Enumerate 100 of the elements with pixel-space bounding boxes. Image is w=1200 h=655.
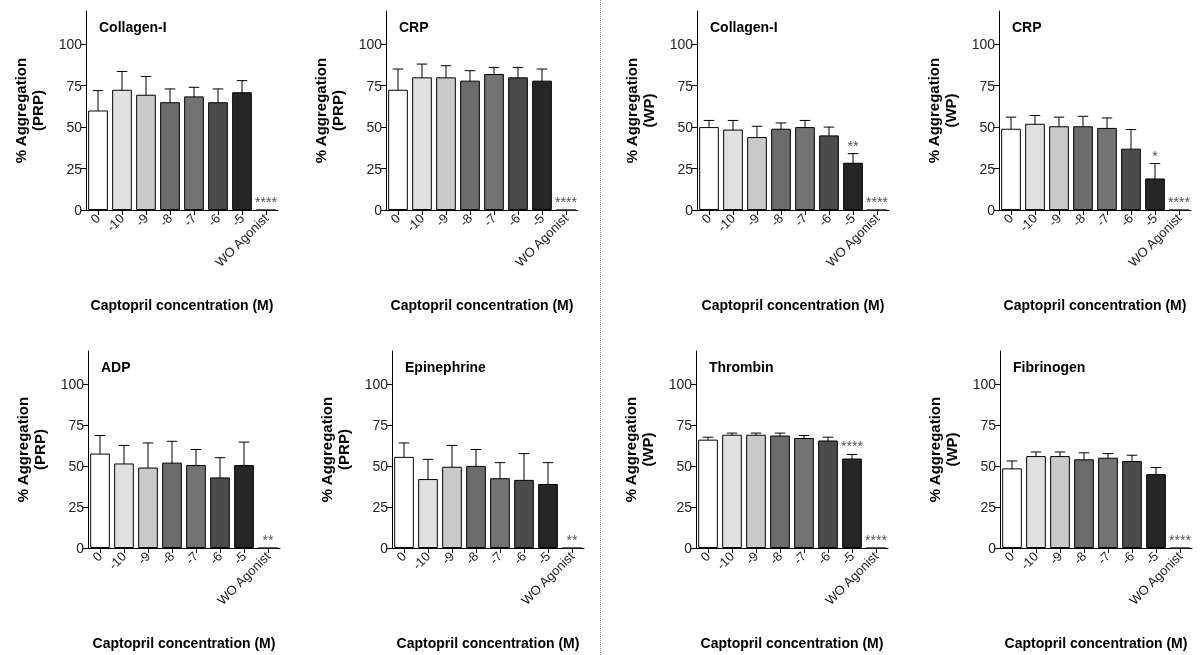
x-tick-label: -8 xyxy=(767,210,787,230)
x-tick-label: -10 xyxy=(409,548,434,573)
text: CRP xyxy=(1012,19,1042,35)
y-tick-label: 75 xyxy=(979,77,996,94)
annotation: **** xyxy=(255,194,278,210)
text: Collagen-I xyxy=(710,19,778,35)
x-tick-label: -9 xyxy=(743,210,763,230)
x-tick-label: -10 xyxy=(714,210,739,235)
x-axis-title: Captopril concentration (M) xyxy=(700,635,884,651)
y-tick-label: 50 xyxy=(68,457,85,474)
x-tick-label: -7 xyxy=(791,210,811,230)
x-tick-label: -8 xyxy=(158,548,178,568)
y-tick-label: 75 xyxy=(980,416,997,433)
y-tick-label: 75 xyxy=(366,77,383,94)
x-tick-label: -6 xyxy=(510,548,530,568)
x-axis-title: Captopril concentration (M) xyxy=(396,635,580,651)
y-tick-label: 50 xyxy=(676,457,693,474)
x-tick-label: -6 xyxy=(814,548,834,568)
x-tick-label: -6 xyxy=(1118,548,1138,568)
text: CRP xyxy=(399,19,429,35)
x-axis-title: Captopril concentration (M) xyxy=(92,635,276,651)
x-tick-label: -9 xyxy=(132,210,152,230)
text: ADP xyxy=(101,359,131,375)
y-tick-label: 25 xyxy=(66,160,83,177)
y-tick-label: 100 xyxy=(364,375,389,392)
x-tick-label: -10 xyxy=(105,548,130,573)
y-tick-label: 100 xyxy=(669,36,694,53)
x-tick-label: -6 xyxy=(815,210,835,230)
x-axis-title: Captopril concentration (M) xyxy=(1004,635,1188,651)
y-axis-title: % Aggregation (WP) xyxy=(623,57,657,164)
y-axis-title: % Aggregation (WP) xyxy=(926,396,960,503)
y-tick-label: 50 xyxy=(66,119,83,136)
x-tick-label: 0 xyxy=(698,210,715,227)
y-tick-label: 50 xyxy=(372,457,389,474)
y-tick-label: 25 xyxy=(366,160,383,177)
annotation: **** xyxy=(865,532,888,548)
x-tick-label: -8 xyxy=(1070,548,1090,568)
x-tick-label: -10 xyxy=(403,210,428,235)
x-tick-label: 0 xyxy=(393,548,410,565)
x-tick-label: -10 xyxy=(713,548,738,573)
y-axis-title: % Aggregation (WP) xyxy=(622,396,656,503)
x-tick-label: 0 xyxy=(697,548,714,565)
y-tick-label: 50 xyxy=(366,119,383,136)
x-tick-label: -9 xyxy=(1046,548,1066,568)
x-tick-label: -8 xyxy=(456,210,476,230)
x-tick-label: -6 xyxy=(206,548,226,568)
annotation: ** xyxy=(847,137,859,154)
x-tick-label: 0 xyxy=(87,210,104,227)
x-tick-label: -6 xyxy=(504,210,524,230)
y-tick-label: 50 xyxy=(979,119,996,136)
y-tick-label: 25 xyxy=(979,160,996,177)
x-tick-label: -7 xyxy=(790,548,810,568)
x-tick-label: -9 xyxy=(432,210,452,230)
annotation: **** xyxy=(841,438,864,455)
annotation: **** xyxy=(1168,194,1191,210)
y-axis-title: % Aggregation (PRP) xyxy=(318,396,352,503)
x-tick-label: -6 xyxy=(1117,210,1137,230)
y-axis-title: % Aggregation (PRP) xyxy=(12,57,46,164)
x-axis-title: Captopril concentration (M) xyxy=(90,297,274,313)
x-tick-label: -7 xyxy=(486,548,506,568)
x-tick-label: -7 xyxy=(182,548,202,568)
y-tick-label: 25 xyxy=(980,498,997,515)
x-axis-title: Captopril concentration (M) xyxy=(1003,297,1187,313)
x-tick-label: -9 xyxy=(438,548,458,568)
x-tick-label: 0 xyxy=(1000,210,1017,227)
x-tick-label: -9 xyxy=(1045,210,1065,230)
x-axis-title: Captopril concentration (M) xyxy=(390,297,574,313)
y-tick-label: 100 xyxy=(60,375,85,392)
y-tick-label: 50 xyxy=(980,457,997,474)
x-tick-label: -9 xyxy=(134,548,154,568)
x-tick-label: 0 xyxy=(387,210,404,227)
x-tick-label: -7 xyxy=(480,210,500,230)
x-tick-label: -8 xyxy=(1069,210,1089,230)
x-tick-label: -7 xyxy=(1094,548,1114,568)
y-tick-label: 100 xyxy=(971,36,996,53)
x-tick-label: -10 xyxy=(103,210,128,235)
y-tick-label: 75 xyxy=(66,77,83,94)
x-tick-label: -10 xyxy=(1017,548,1042,573)
x-tick-label: -9 xyxy=(742,548,762,568)
y-axis-title: % Aggregation (WP) xyxy=(925,57,959,164)
y-tick-label: 75 xyxy=(677,77,694,94)
y-tick-label: 100 xyxy=(358,36,383,53)
x-tick-label: -8 xyxy=(462,548,482,568)
y-tick-label: 25 xyxy=(676,498,693,515)
y-tick-label: 25 xyxy=(68,498,85,515)
annotation: **** xyxy=(555,194,578,210)
x-tick-label: 0 xyxy=(89,548,106,565)
annotation: **** xyxy=(866,194,889,210)
y-tick-label: 25 xyxy=(372,498,389,515)
y-axis-title: % Aggregation (PRP) xyxy=(312,57,346,164)
annotation: ** xyxy=(262,532,274,548)
y-tick-label: 50 xyxy=(677,119,694,136)
y-tick-label: 100 xyxy=(972,375,997,392)
text: Epinephrine xyxy=(405,359,487,375)
y-axis-title: % Aggregation (PRP) xyxy=(14,396,48,503)
text: Fibrinogen xyxy=(1013,359,1086,375)
annotation: ** xyxy=(566,532,578,548)
y-tick-label: 25 xyxy=(677,160,694,177)
y-tick-label: 100 xyxy=(58,36,83,53)
y-tick-label: 75 xyxy=(676,416,693,433)
